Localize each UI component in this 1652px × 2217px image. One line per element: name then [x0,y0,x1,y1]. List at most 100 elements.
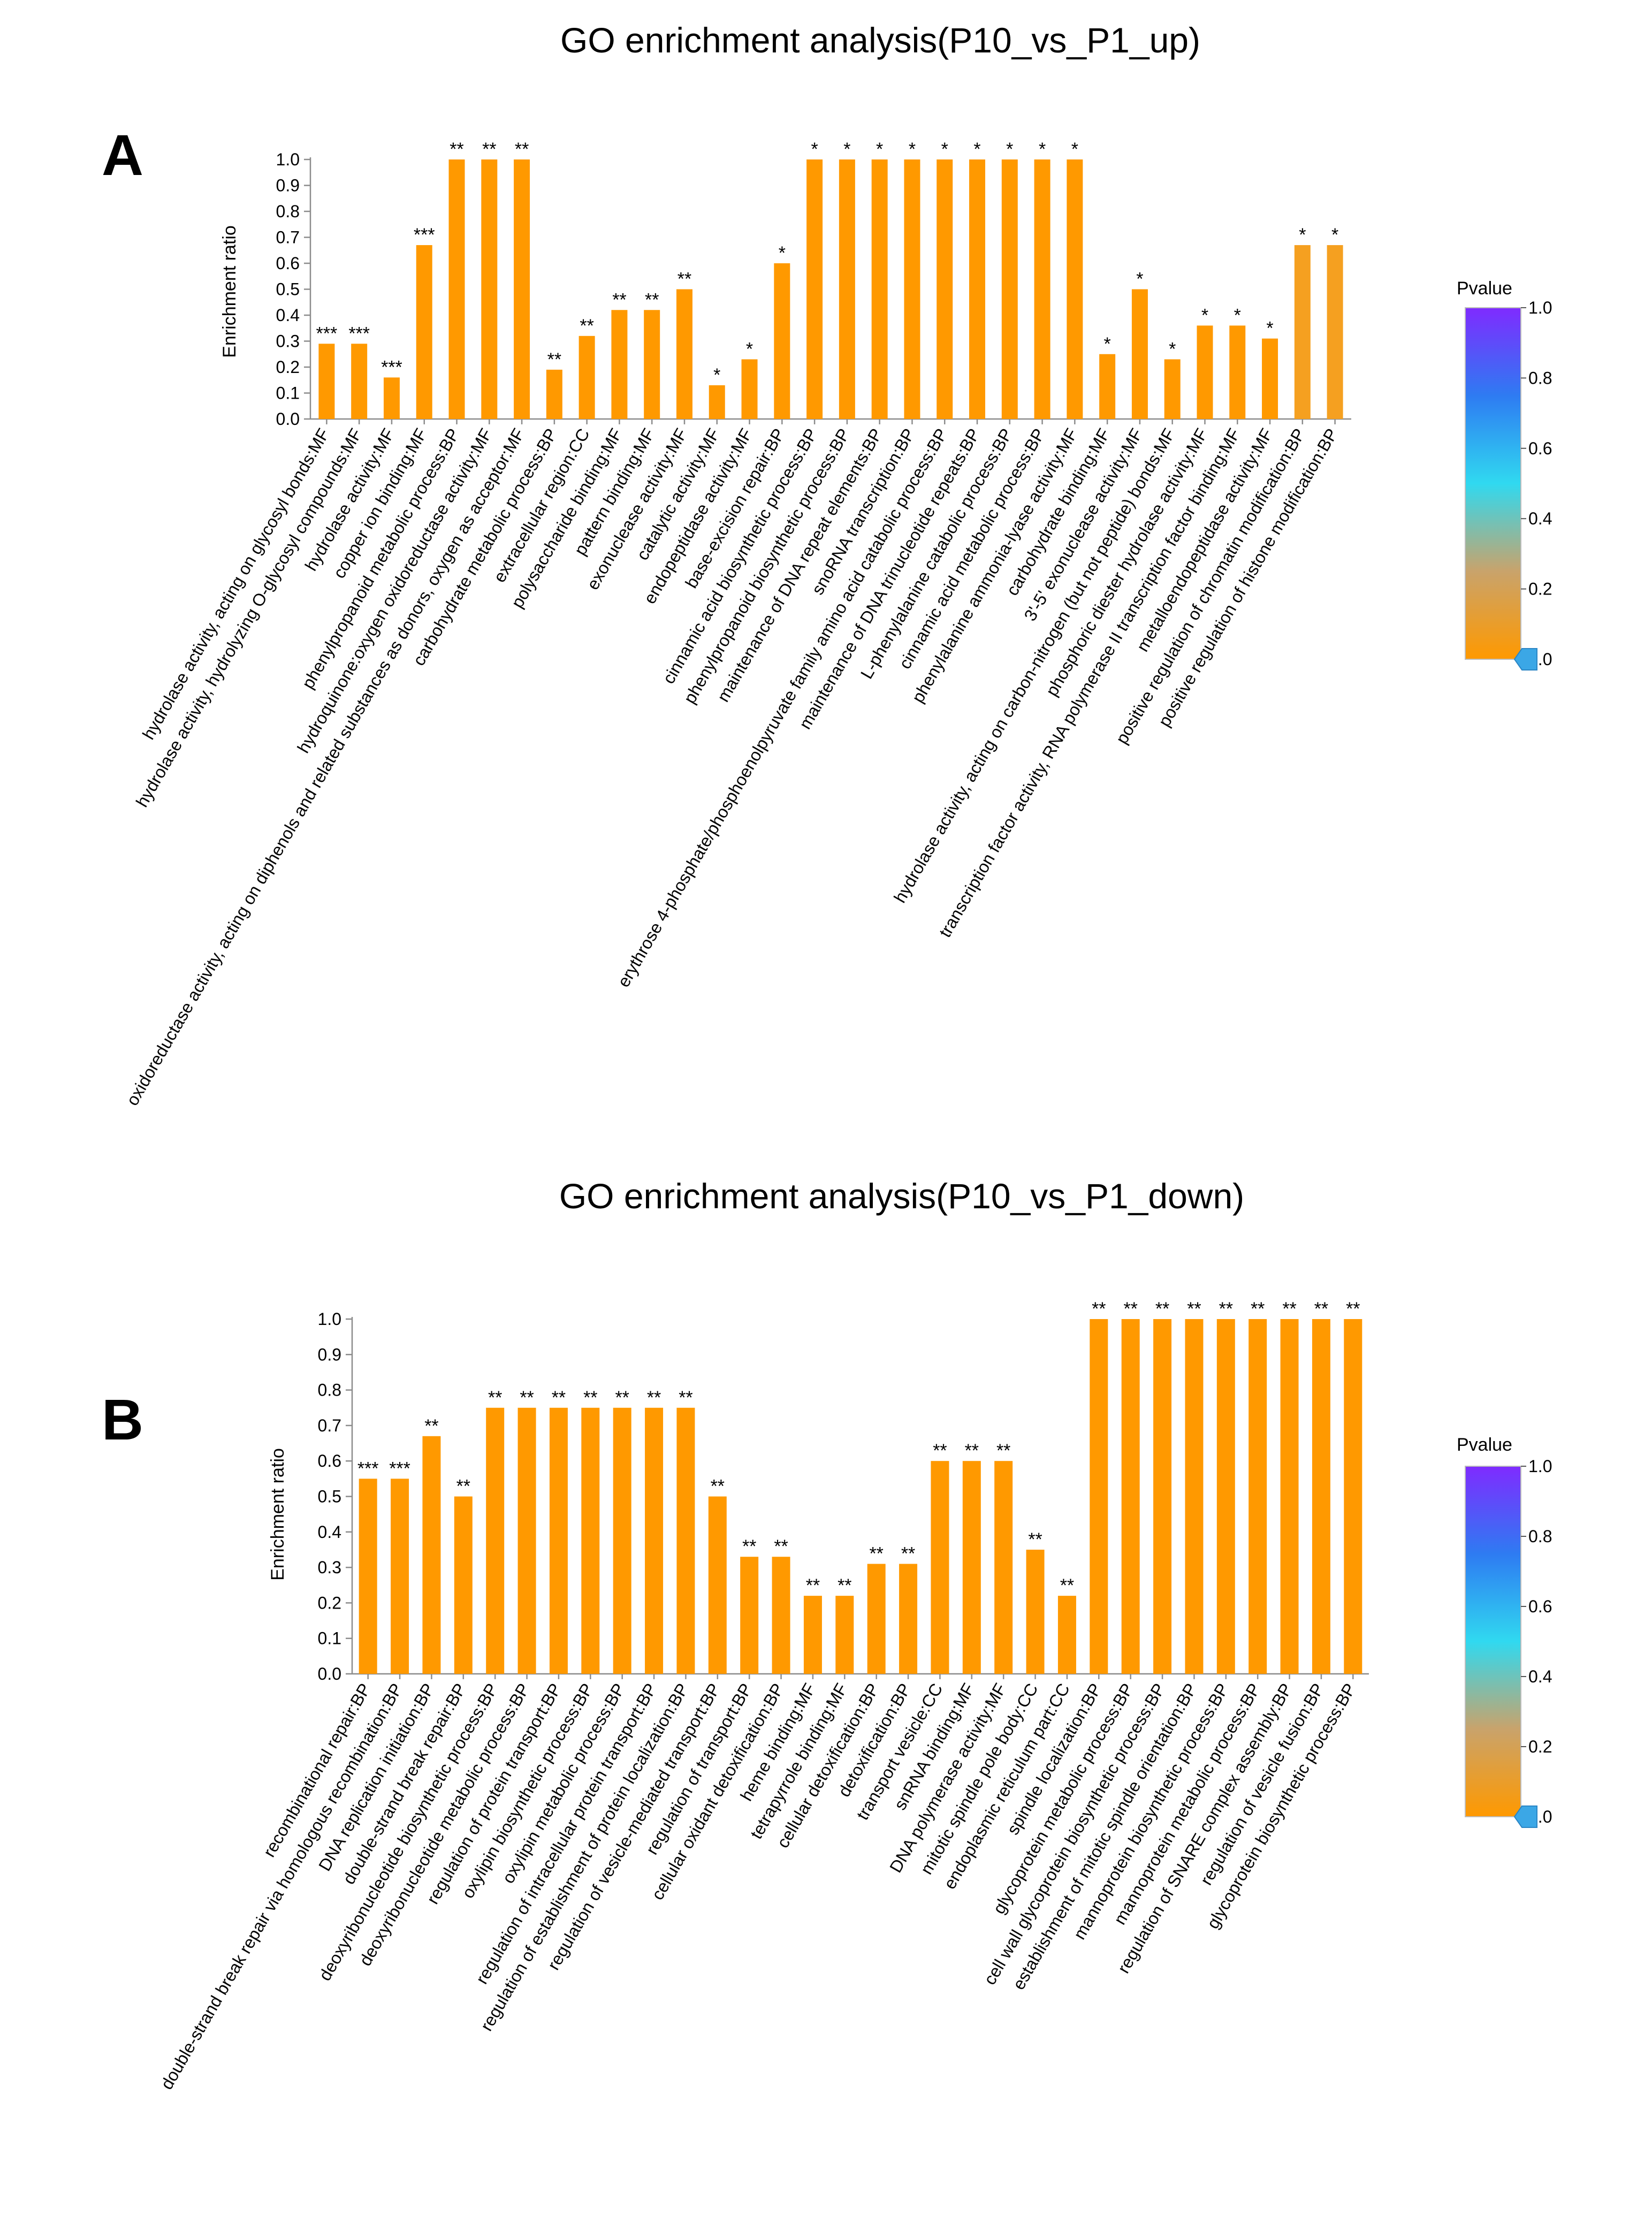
chart-a-significance-label: * [779,243,786,263]
chart-a-significance-label: ** [547,349,561,370]
chart-b-significance-label: ** [1314,1299,1328,1319]
chart-a-y-tick-label: 0.8 [276,202,300,221]
chart-b-bar [740,1557,759,1674]
chart-a-bar [578,336,595,419]
chart-b-y-tick-label: 0.3 [318,1558,341,1577]
chart-a-bar [969,159,986,419]
chart-b-bar [645,1407,664,1674]
legend-a-tick-label: 0.8 [1528,368,1552,387]
chart-a-bar [351,344,368,419]
chart-b-significance-label: ** [1155,1299,1169,1319]
chart-b-significance-label: ** [1219,1299,1233,1319]
chart-b-significance-label: ** [1251,1299,1265,1319]
chart-b-y-tick-label: 0.4 [318,1522,341,1542]
chart-b-significance-label: ** [456,1476,470,1497]
chart-b-bar [1026,1549,1045,1674]
legend-b-colorbar [1465,1466,1521,1817]
chart-b-bar [1344,1319,1362,1674]
chart-a-significance-label: * [1299,225,1306,245]
chart-a-significance-label: *** [348,323,370,344]
chart-a-y-tick-label: 0.1 [276,384,300,403]
chart-a-significance-label: * [1266,318,1273,339]
chart-a-bar [709,385,725,419]
chart-b-significance-label: ** [424,1416,438,1436]
chart-b-significance-label: ** [647,1388,661,1408]
chart-b-bar [486,1407,505,1674]
chart-b-significance-label: ** [615,1388,629,1408]
chart-a-bar [644,310,660,419]
chart-b-significance-label: ** [1060,1575,1074,1596]
legend-a-tick-label: 0.2 [1528,580,1552,599]
legend-a-pvalue-marker[interactable] [1513,648,1537,671]
chart-b-bar [867,1564,886,1674]
chart-b-significance-label: ** [933,1441,947,1461]
chart-b-significance-label: *** [389,1458,410,1479]
chart-b-significance-label: ** [965,1441,979,1461]
chart-b-significance-label: ** [1028,1529,1042,1550]
chart-b-significance-label: ** [583,1388,597,1408]
chart-a-y-tick-label: 0.5 [276,280,300,299]
chart-a-y-tick-label: 0.6 [276,254,300,273]
chart-a-title: GO enrichment analysis(P10_vs_P1_up) [560,20,1200,60]
chart-a-y-tick-label: 0.0 [276,409,300,429]
chart-b-bar [1153,1319,1172,1674]
legend-a: 1.00.80.60.40.20.0 [1465,298,1552,671]
chart-b-significance-label: ** [742,1536,756,1557]
chart-a-significance-label: ** [677,269,691,289]
chart-b-significance-label: ** [869,1543,883,1564]
chart-a-bar [741,359,758,419]
chart-a-significance-label: * [1331,225,1338,245]
chart-a-bar [676,289,692,419]
chart-a-bar [481,159,498,419]
chart-b-bar [549,1407,568,1674]
chart-b-y-tick-label: 0.0 [318,1664,341,1683]
chart-a-significance-label: ** [515,139,529,159]
chart-a-significance-label: * [713,365,720,385]
chart-b-bar [1216,1319,1235,1674]
chart-b-bar [994,1461,1013,1674]
chart-a-category-label: hydrolase activity, acting on glycosyl b… [139,425,333,743]
chart-b-significance-label: ** [996,1441,1010,1461]
chart-b-bar [772,1557,790,1674]
chart-a-significance-label: * [909,139,916,159]
chart-b-y-tick-label: 0.8 [318,1381,341,1400]
chart-a-bar [1001,159,1018,419]
chart-a-bar [806,159,823,419]
chart-b-y-tick-label: 0.9 [318,1345,341,1364]
chart-b-significance-label: ** [1092,1299,1106,1319]
chart-a-bar [1164,359,1181,419]
legend-b: 1.00.80.60.40.20.0 [1465,1457,1552,1828]
chart-b-bar [422,1436,441,1674]
chart-a-bar [904,159,920,419]
chart-b-bar [391,1479,409,1674]
legend-a-tick-label: 1.0 [1528,298,1552,317]
chart-a-significance-label: ** [645,289,659,310]
chart-a-bar [1327,245,1343,419]
chart-b-bar [1121,1319,1140,1674]
chart-b-significance-label: ** [774,1536,788,1557]
chart-b-y-tick-label: 0.7 [318,1416,341,1435]
panel-b-letter: B [102,1387,143,1452]
chart-a-bar [514,159,530,419]
chart-a-significance-label: * [1006,139,1013,159]
legend-b-tick-label: 0.2 [1528,1737,1552,1756]
chart-a-significance-label: * [876,139,883,159]
chart-a-significance-label: ** [450,139,463,159]
panel-a-letter: A [102,123,143,187]
chart-a-significance-label: * [1136,269,1143,289]
chart-a-y-tick-label: 1.0 [276,150,300,169]
chart-a-significance-label: * [746,339,753,359]
chart-a-y-tick-label: 0.2 [276,357,300,377]
legend-b-pvalue-marker[interactable] [1513,1805,1537,1828]
chart-a-bar [416,245,432,419]
chart-a-significance-label: * [1071,139,1078,159]
chart-b-y-tick-label: 0.6 [318,1451,341,1471]
legend-a-tick-label: 0.4 [1528,509,1552,528]
chart-b-y-tick-label: 0.1 [318,1629,341,1648]
chart-a-bar [318,344,335,419]
chart-b-significance-label: ** [711,1476,725,1497]
chart-a-significance-label: * [973,139,980,159]
chart-b-bar [454,1496,473,1674]
chart-b-bar [931,1461,949,1674]
